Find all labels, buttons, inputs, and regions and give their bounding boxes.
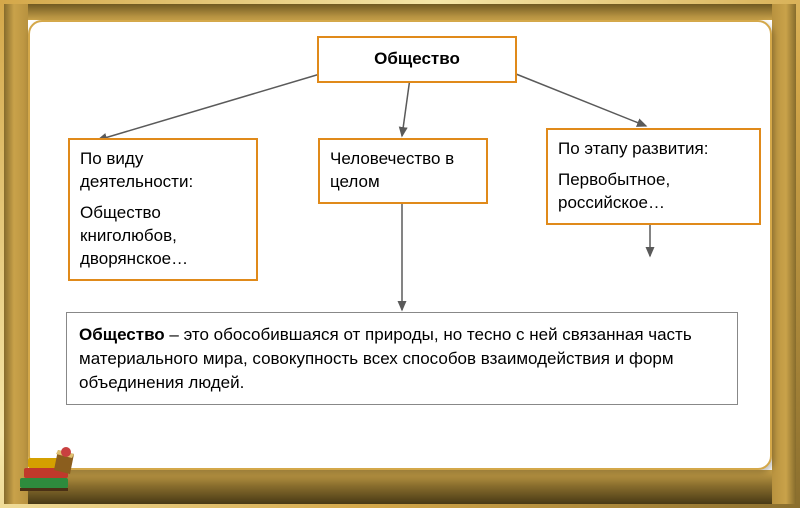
branch-middle-heading: Человечество в целом (330, 148, 476, 194)
branch-middle: Человечество в целом (318, 138, 488, 204)
root-node: Общество (317, 36, 517, 83)
definition-term: Общество (79, 325, 165, 344)
branch-right-heading: По этапу развития: (558, 138, 749, 161)
branch-left-heading: По виду деятельности: (80, 148, 246, 194)
content-panel: Общество По виду деятельности: Общество … (28, 20, 772, 470)
branch-right: По этапу развития: Первобытное, российск… (546, 128, 761, 225)
definition-text: – это обособившаяся от природы, но тесно… (79, 325, 692, 392)
root-label: Общество (374, 49, 460, 68)
branch-left-examples: Общество книголюбов, дворянское… (80, 202, 246, 271)
definition-box: Общество – это обособившаяся от природы,… (66, 312, 738, 405)
branch-left: По виду деятельности: Общество книголюбо… (68, 138, 258, 281)
branch-right-examples: Первобытное, российское… (558, 169, 749, 215)
books-icon (14, 444, 84, 500)
